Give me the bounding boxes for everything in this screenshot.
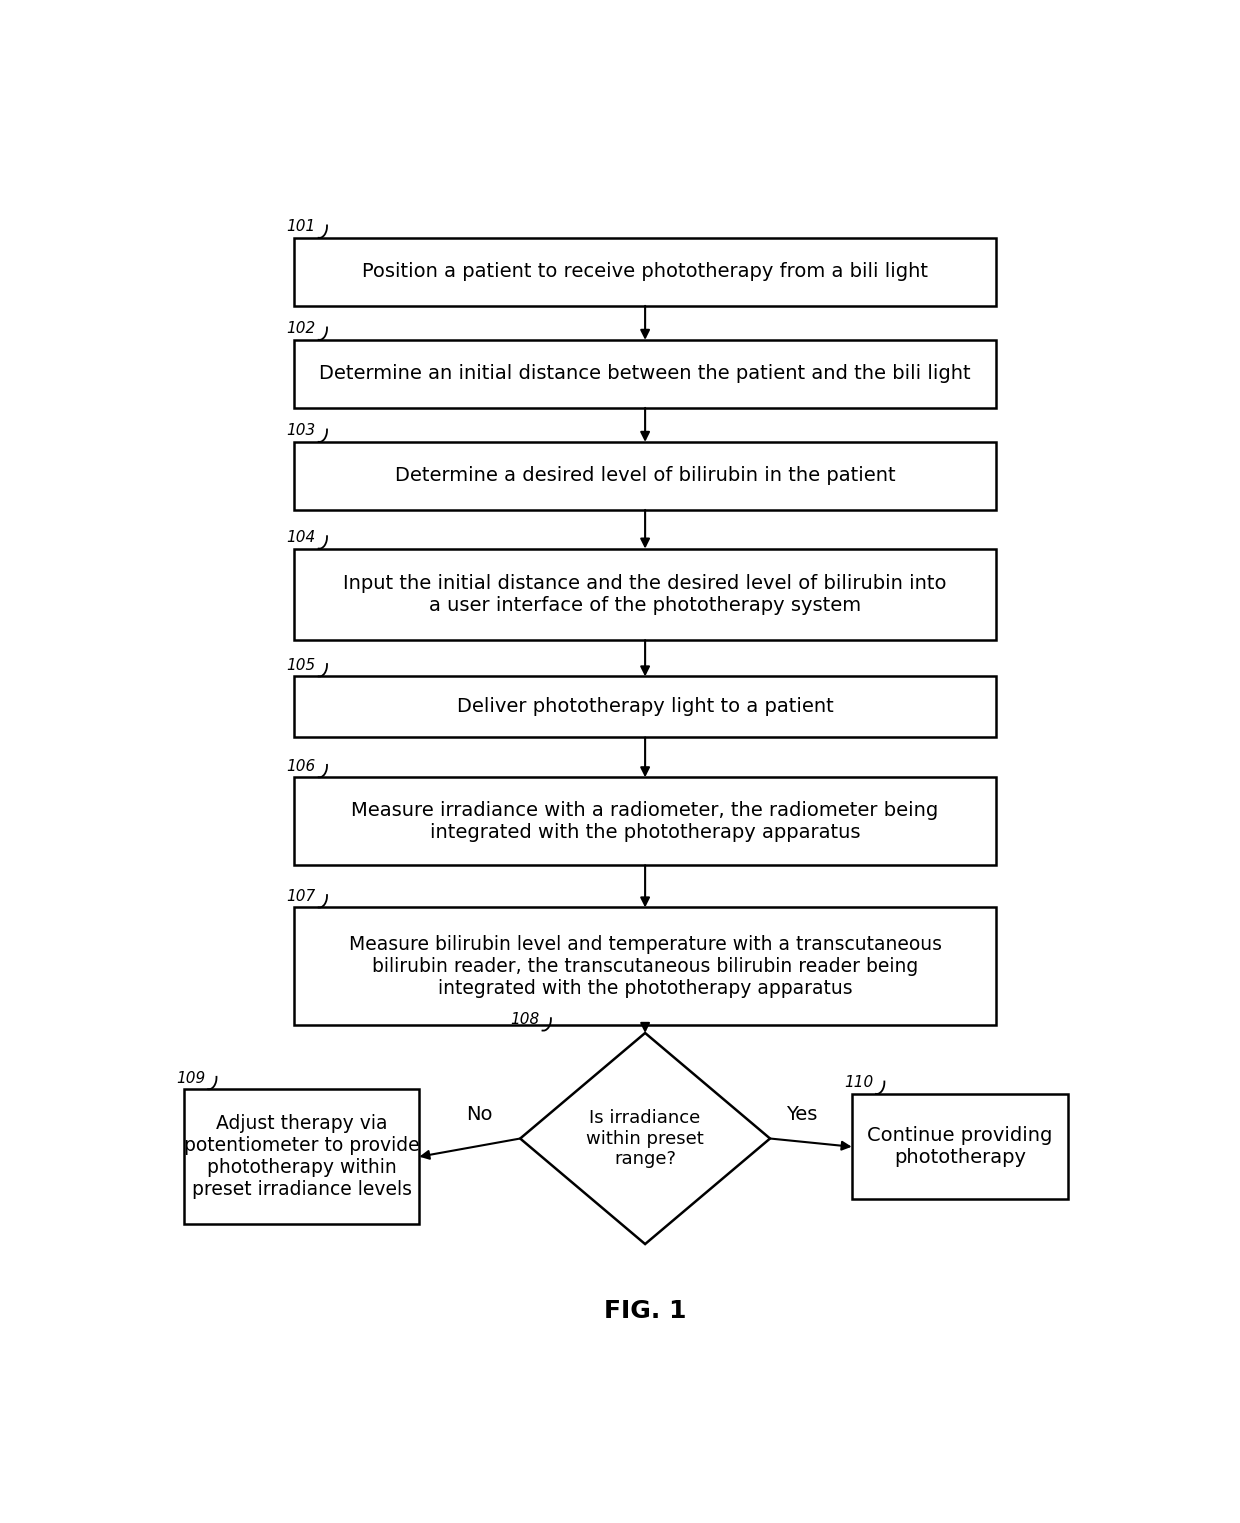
Bar	[184, 1089, 419, 1224]
Bar	[294, 908, 996, 1025]
Text: 106: 106	[286, 758, 316, 774]
Text: Input the initial distance and the desired level of bilirubin into
a user interf: Input the initial distance and the desir…	[343, 574, 947, 615]
Text: FIG. 1: FIG. 1	[604, 1299, 687, 1323]
Text: Deliver phototherapy light to a patient: Deliver phototherapy light to a patient	[456, 698, 833, 716]
Text: Position a patient to receive phototherapy from a bili light: Position a patient to receive photothera…	[362, 262, 928, 282]
Text: Measure irradiance with a radiometer, the radiometer being
integrated with the p: Measure irradiance with a radiometer, th…	[351, 801, 939, 842]
Text: Adjust therapy via
potentiometer to provide
phototherapy within
preset irradianc: Adjust therapy via potentiometer to prov…	[184, 1115, 419, 1199]
Text: Continue providing
phototherapy: Continue providing phototherapy	[867, 1125, 1053, 1167]
Text: 108: 108	[511, 1013, 539, 1027]
Text: 101: 101	[286, 219, 316, 235]
Text: 103: 103	[286, 423, 316, 439]
Text: Determine an initial distance between the patient and the bili light: Determine an initial distance between th…	[319, 364, 971, 384]
Text: Yes: Yes	[786, 1106, 817, 1124]
Text: 109: 109	[176, 1071, 206, 1086]
Bar	[294, 238, 996, 306]
Bar	[852, 1094, 1068, 1200]
Text: 105: 105	[286, 658, 316, 673]
Text: Determine a desired level of bilirubin in the patient: Determine a desired level of bilirubin i…	[394, 466, 895, 486]
Polygon shape	[521, 1033, 770, 1244]
Text: 110: 110	[844, 1075, 873, 1090]
Text: Is irradiance
within preset
range?: Is irradiance within preset range?	[587, 1109, 704, 1168]
Text: 104: 104	[286, 530, 316, 545]
Text: No: No	[466, 1106, 492, 1124]
Bar	[294, 676, 996, 737]
Bar	[294, 777, 996, 865]
Text: 107: 107	[286, 889, 316, 905]
Bar	[294, 548, 996, 640]
Bar	[294, 442, 996, 510]
Text: Measure bilirubin level and temperature with a transcutaneous
bilirubin reader, : Measure bilirubin level and temperature …	[348, 935, 941, 998]
Bar	[294, 340, 996, 408]
Text: 102: 102	[286, 321, 316, 337]
